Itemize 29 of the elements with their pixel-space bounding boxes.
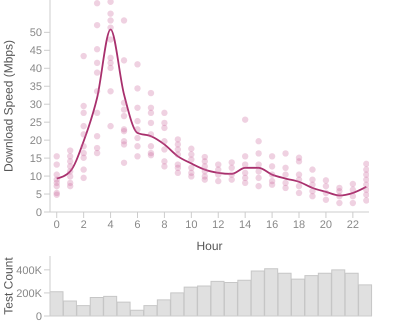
x-tick-label: 8 [161, 218, 168, 231]
y-tick-label: 40 [30, 63, 42, 76]
y-tick-label: 15 [30, 153, 42, 166]
x-tick-label: 18 [292, 218, 306, 231]
y-tick-label: 25 [30, 117, 42, 130]
x-tick-label: 0 [54, 218, 60, 231]
x-axis-title: Hour [196, 239, 223, 253]
x-tick-label: 22 [346, 218, 359, 231]
y-tick-label: 45 [30, 45, 42, 58]
x-tick-label: 16 [266, 218, 278, 231]
y-axis-title: Download Speed (Mbps) [1, 40, 16, 172]
x-tick-label: 4 [108, 218, 114, 231]
y-tick-label: 20 [30, 135, 42, 148]
y-tick-label: 0 [36, 206, 42, 219]
x-tick-label: 6 [134, 218, 141, 231]
y-tick-label: 35 [30, 81, 42, 94]
y-tick-label: 400K [16, 264, 43, 277]
x-tick-label: 12 [212, 218, 224, 231]
x-tick-label: 2 [80, 218, 87, 231]
y-tick-label: 0 [36, 310, 42, 323]
x-tick-label: 14 [239, 218, 252, 231]
y-tick-label: 50 [30, 27, 42, 40]
y-tick-label: 30 [30, 99, 42, 112]
y-tick-label: 10 [30, 170, 42, 183]
y-tick-label: 5 [36, 188, 42, 201]
x-tick-label: 20 [320, 218, 332, 231]
x-tick-label: 10 [185, 218, 198, 231]
y-axis-title: Test Count [1, 256, 16, 315]
y-tick-label: 200K [16, 288, 43, 300]
